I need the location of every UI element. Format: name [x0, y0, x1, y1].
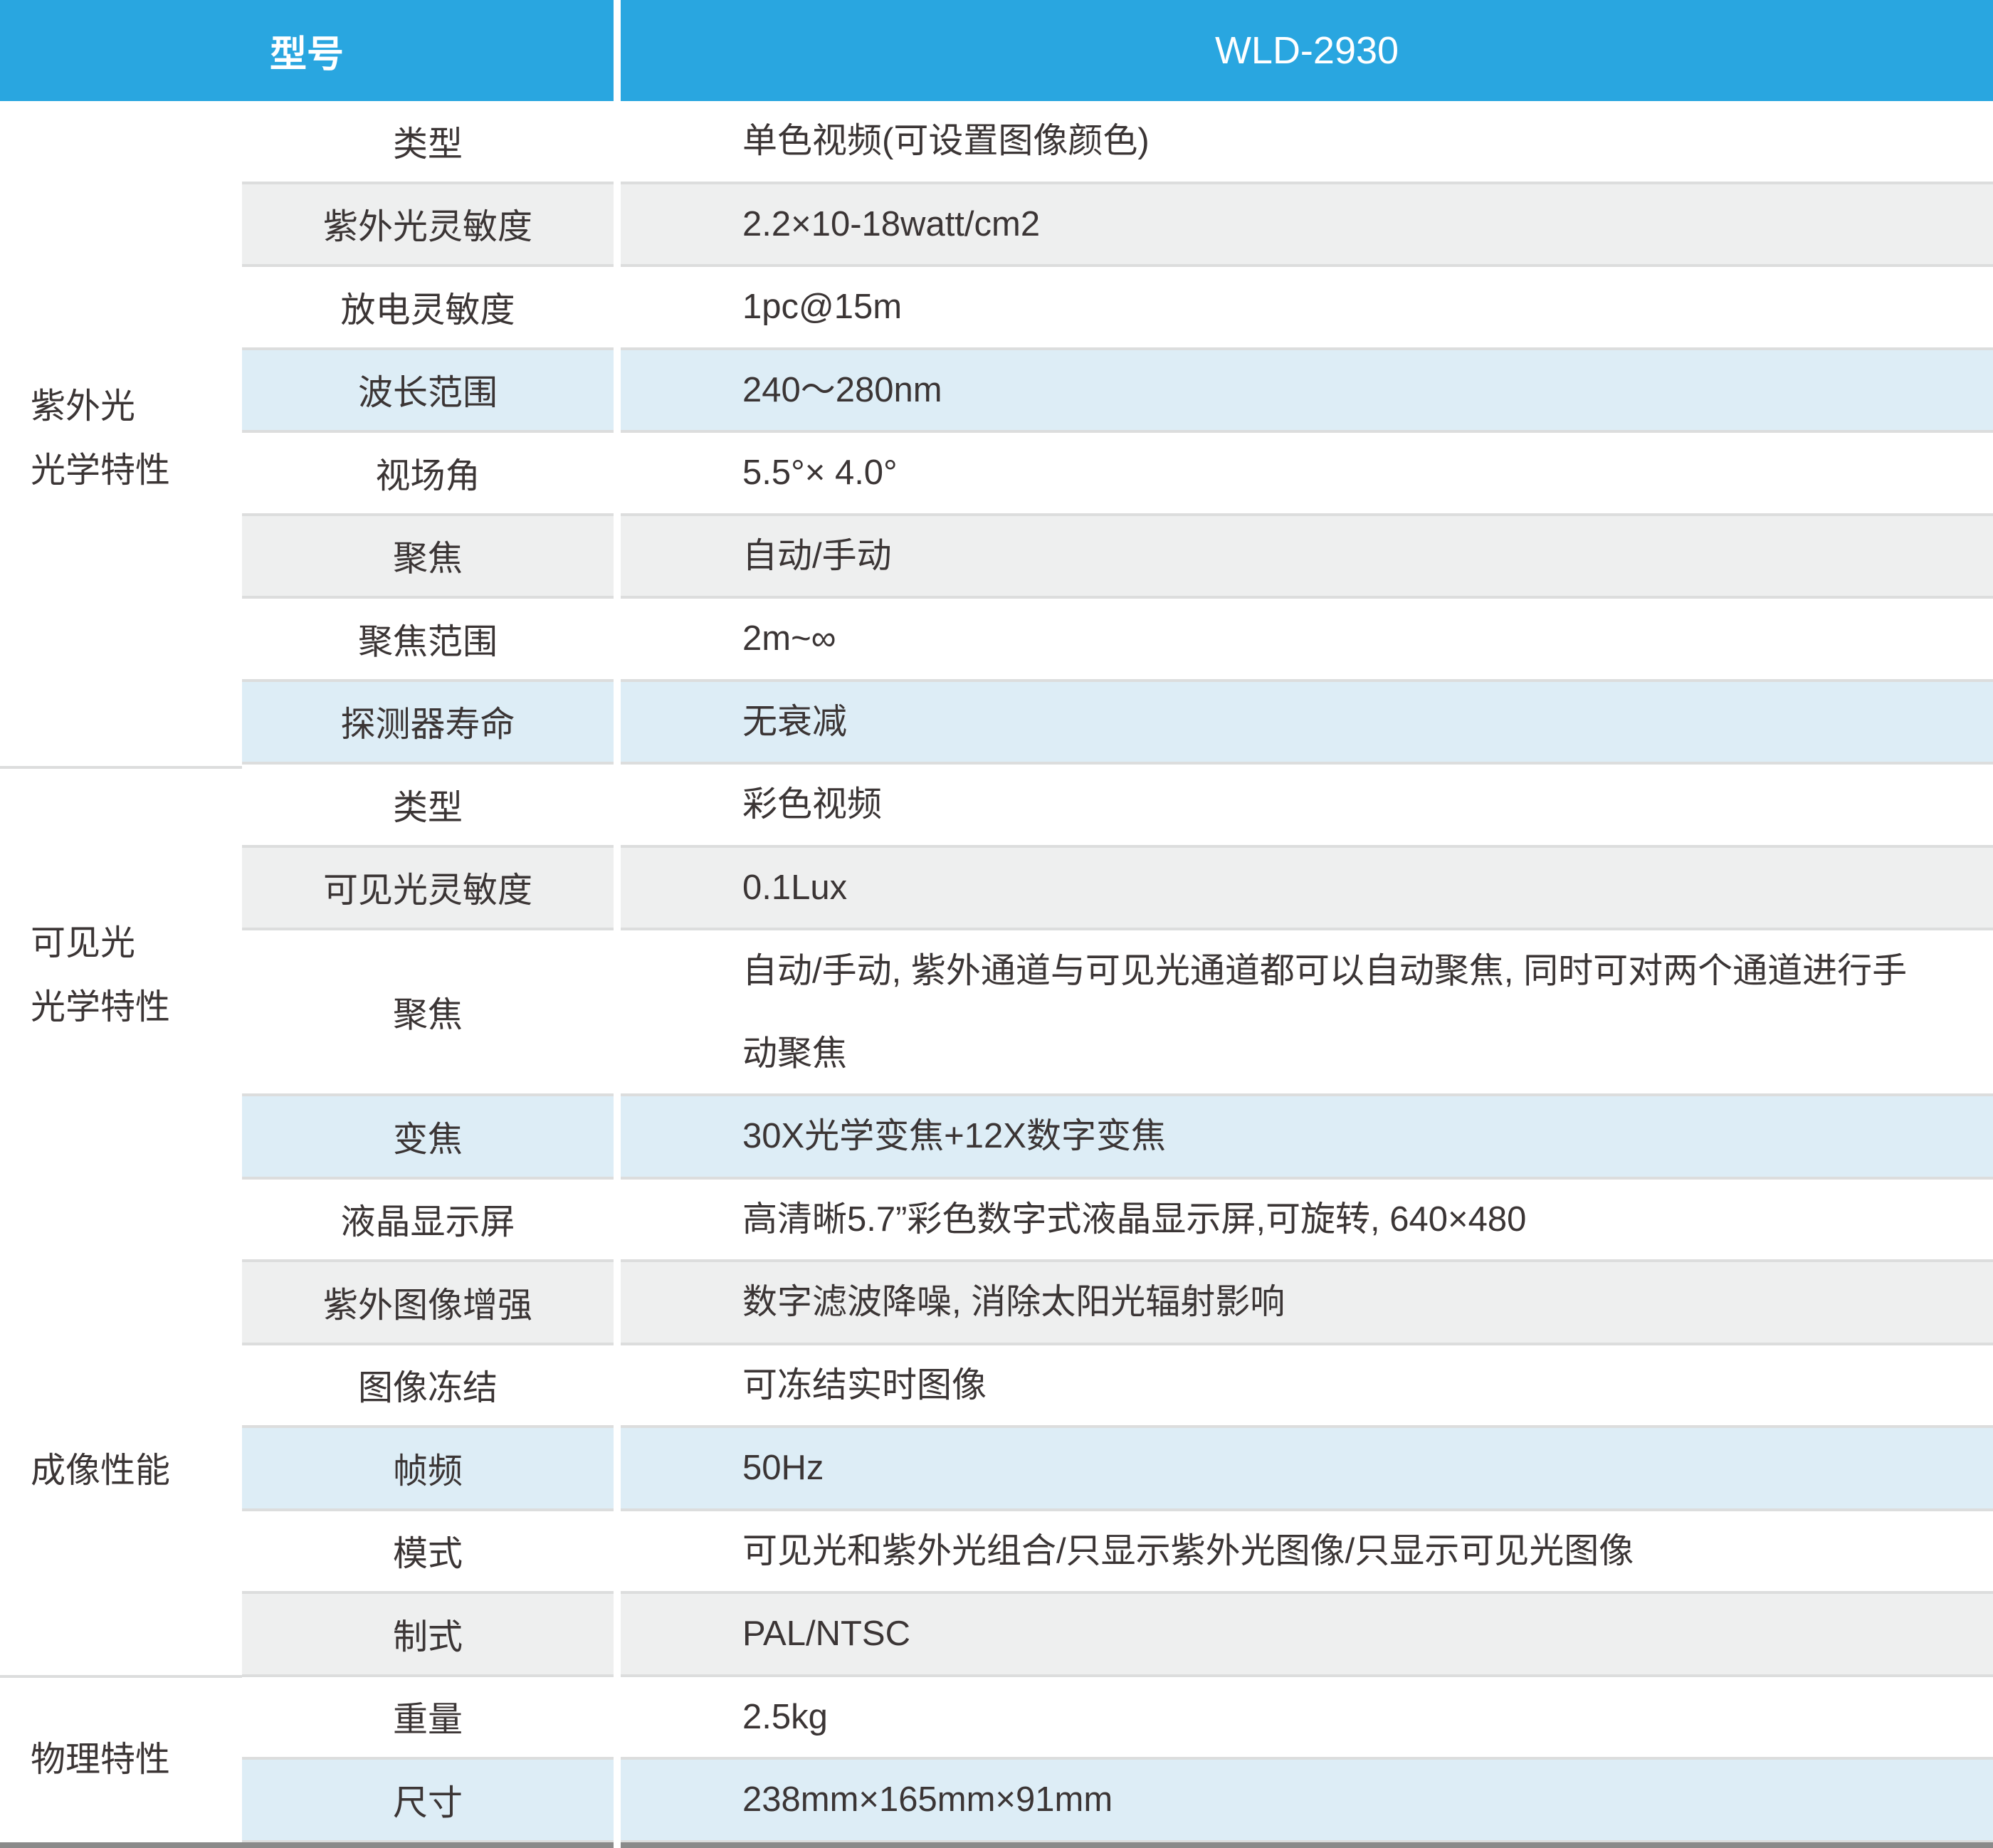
table-bottom-border	[0, 1842, 1993, 1848]
group-label-visible: 可见光 光学特性	[31, 911, 170, 1039]
spec-label: 视场角	[242, 433, 614, 516]
table-row: 视场角 5.5°× 4.0°	[0, 433, 1993, 516]
spec-label: 波长范围	[242, 350, 614, 433]
header-model-label: 型号	[0, 0, 614, 101]
group-label-line: 可见光	[31, 924, 136, 962]
group-label-line: 紫外光	[31, 387, 136, 426]
spec-label: 帧频	[242, 1428, 614, 1511]
group-divider	[0, 1675, 242, 1678]
spec-label: 重量	[242, 1676, 614, 1760]
spec-value: 50Hz	[621, 1428, 1993, 1511]
group-divider	[0, 766, 242, 769]
table-row: 液晶显示屏 高清晰5.7”彩色数字式液晶显示屏,可旋转, 640×480	[0, 1179, 1993, 1262]
spec-value: 可冻结实时图像	[621, 1345, 1993, 1428]
spec-label: 制式	[242, 1594, 614, 1677]
spec-label: 尺寸	[242, 1760, 614, 1843]
table-row: 紫外图像增强 数字滤波降噪, 消除太阳光辐射影响	[0, 1262, 1993, 1345]
table-row: 聚焦 自动/手动, 紫外通道与可见光通道都可以自动聚焦, 同时可对两个通道进行手动…	[0, 930, 1993, 1096]
spec-label: 探测器寿命	[242, 681, 614, 765]
spec-label: 图像冻结	[242, 1345, 614, 1428]
spec-label: 液晶显示屏	[242, 1179, 614, 1262]
group-label-line: 成像性能	[31, 1451, 171, 1490]
spec-label: 类型	[242, 765, 614, 848]
spec-label: 模式	[242, 1511, 614, 1594]
table-row: 重量 2.5kg	[0, 1676, 1993, 1760]
spec-label: 聚焦	[242, 515, 614, 599]
group-label-physical: 物理特性	[31, 1728, 170, 1792]
spec-label: 变焦	[242, 1096, 614, 1180]
table-row: 可见光灵敏度 0.1Lux	[0, 847, 1993, 930]
spec-value: PAL/NTSC	[621, 1594, 1993, 1677]
spec-label: 类型	[242, 101, 614, 184]
table-row: 制式 PAL/NTSC	[0, 1594, 1993, 1677]
spec-label: 聚焦范围	[242, 599, 614, 682]
header-model-value: WLD-2930	[621, 0, 1993, 101]
table-row: 波长范围 240～280nm	[0, 350, 1993, 433]
spec-value: 单色视频(可设置图像颜色)	[621, 101, 1993, 184]
table-row: 尺寸 238mm×165mm×91mm	[0, 1760, 1993, 1843]
spec-value: 2m~∞	[621, 599, 1993, 682]
spec-value: 自动/手动	[621, 515, 1993, 599]
spec-label: 紫外光灵敏度	[242, 184, 614, 267]
spec-value: 2.2×10-18watt/cm2	[621, 184, 1993, 267]
spec-label: 可见光灵敏度	[242, 847, 614, 930]
table-row: 放电灵敏度 1pc@15m	[0, 267, 1993, 350]
group-label-line: 光学特性	[31, 451, 171, 490]
spec-value: 5.5°× 4.0°	[621, 433, 1993, 516]
spec-label: 聚焦	[242, 930, 614, 1096]
table-row: 类型 彩色视频	[0, 765, 1993, 848]
spec-value: 30X光学变焦+12X数字变焦	[621, 1096, 1993, 1180]
group-label-uv: 紫外光 光学特性	[31, 374, 170, 503]
table-row: 聚焦范围 2m~∞	[0, 599, 1993, 682]
spec-value: 自动/手动, 紫外通道与可见光通道都可以自动聚焦, 同时可对两个通道进行手动聚焦	[621, 930, 1993, 1096]
group-label-line: 物理特性	[31, 1741, 171, 1779]
table-row: 探测器寿命 无衰减	[0, 681, 1993, 765]
group-label-line: 光学特性	[31, 988, 171, 1027]
spec-label: 紫外图像增强	[242, 1262, 614, 1345]
spec-value: 彩色视频	[621, 765, 1993, 848]
spec-value: 数字滤波降噪, 消除太阳光辐射影响	[621, 1262, 1993, 1345]
spec-value: 无衰减	[621, 681, 1993, 765]
spec-value: 240～280nm	[621, 350, 1993, 433]
table-row: 紫外光灵敏度 2.2×10-18watt/cm2	[0, 184, 1993, 267]
spec-label: 放电灵敏度	[242, 267, 614, 350]
table-row: 图像冻结 可冻结实时图像	[0, 1345, 1993, 1428]
table-row: 变焦 30X光学变焦+12X数字变焦	[0, 1096, 1993, 1180]
group-label-imaging: 成像性能	[31, 1439, 170, 1503]
spec-value: 可见光和紫外光组合/只显示紫外光图像/只显示可见光图像	[621, 1511, 1993, 1594]
table-row: 模式 可见光和紫外光组合/只显示紫外光图像/只显示可见光图像	[0, 1511, 1993, 1594]
spec-value: 0.1Lux	[621, 847, 1993, 930]
table-row: 类型 单色视频(可设置图像颜色)	[0, 101, 1993, 184]
spec-table: 类型 单色视频(可设置图像颜色) 紫外光灵敏度 2.2×10-18watt/cm2 放电…	[0, 101, 1993, 1843]
table-row: 聚焦 自动/手动	[0, 515, 1993, 599]
spec-value: 2.5kg	[621, 1676, 1993, 1760]
spec-value: 高清晰5.7”彩色数字式液晶显示屏,可旋转, 640×480	[621, 1179, 1993, 1262]
spec-value: 238mm×165mm×91mm	[621, 1760, 1993, 1843]
spec-value: 1pc@15m	[621, 267, 1993, 350]
table-row: 帧频 50Hz	[0, 1428, 1993, 1511]
